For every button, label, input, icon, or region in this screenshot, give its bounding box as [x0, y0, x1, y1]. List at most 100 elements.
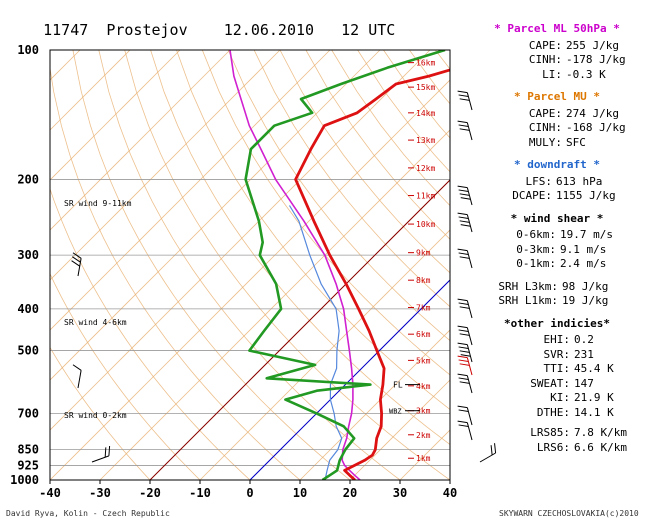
isotherm-line: [50, 50, 131, 131]
sr-barb-9-11km: [71, 252, 82, 277]
x-tick-label: -30: [89, 486, 111, 500]
panel-value: 19.7 m/s: [560, 228, 613, 241]
panel-value: 0.2: [574, 333, 594, 346]
height-label: 9km: [416, 249, 431, 258]
wetbulb-line: [288, 205, 343, 480]
wbz-label: WBZ: [389, 408, 402, 416]
station-name: Prostejov: [106, 21, 188, 39]
isotherm-line: [50, 50, 181, 181]
wind-barb: [457, 420, 473, 441]
panel-value: -0.3 K: [566, 67, 606, 81]
footer-author: David Ryva, Kolin - Czech Republic: [6, 509, 170, 518]
panel-value: -178 J/kg: [566, 53, 626, 66]
panel-label: LRS6:: [536, 440, 570, 454]
panel-heading: * Parcel ML 50hPa *: [494, 22, 620, 35]
wind-barb: [457, 405, 473, 426]
pressure-label: 1000: [10, 473, 39, 487]
panel-heading: * Parcel MU *: [513, 90, 601, 103]
dry-adiabat: [279, 50, 450, 274]
panel-heading: * downdraft *: [513, 158, 601, 171]
panel-label: SVR:: [543, 347, 571, 361]
dry-adiabat: [176, 50, 450, 410]
dry-adiabat: [201, 50, 450, 376]
panel-label: MULY:: [528, 135, 562, 149]
x-tick-label: 10: [293, 486, 307, 500]
wind-barb: [457, 90, 473, 111]
pressure-label: 200: [17, 172, 39, 186]
x-tick-label: 40: [443, 486, 457, 500]
x-tick-label: 0: [246, 486, 253, 500]
panel-label: 0-1km:: [516, 257, 556, 270]
x-tick-label: -40: [39, 486, 61, 500]
panel-value: 19 J/kg: [562, 294, 609, 307]
height-label: 13km: [416, 136, 435, 145]
pressure-label: 700: [17, 406, 39, 420]
isotherm-line: [99, 129, 450, 480]
isotherm-line: [50, 50, 231, 231]
height-label: 7km: [416, 303, 431, 312]
panel-label: EHI:: [543, 333, 571, 346]
panel-value: 14.1 K: [574, 405, 614, 419]
height-label: 8km: [416, 276, 431, 285]
x-tick-label: -20: [139, 486, 161, 500]
panel-label: LFS:: [525, 174, 553, 188]
isotherm-line: [349, 379, 450, 480]
panel-value: 45.4 K: [574, 362, 614, 375]
isotherm-line: [299, 329, 450, 480]
isotherm-line: [50, 50, 331, 331]
isotherm-line: [50, 50, 381, 381]
isotherm-minus20: [149, 179, 450, 480]
pressure-label: 500: [17, 344, 39, 358]
sounding-time: 12 UTC: [341, 21, 396, 39]
isotherm-line: [199, 229, 450, 480]
panel-label: SRH L3km:: [498, 279, 558, 293]
height-label: 11km: [416, 192, 435, 201]
sounding-date: 12.06.2010: [223, 21, 315, 39]
wind-barb: [457, 373, 473, 394]
panel-value: 9.1 m/s: [560, 242, 607, 256]
panel-value: 1155 J/kg: [556, 189, 616, 202]
height-label: 2km: [416, 431, 431, 440]
panel-value: 147: [574, 376, 594, 390]
panel-label: SRH L1km:: [498, 294, 558, 307]
sr-wind-label: SR wind 0-2km: [64, 411, 127, 420]
sr-barb-4-6km: [72, 364, 82, 389]
panel-value: 2.4 m/s: [560, 257, 607, 270]
dry-adiabat: [150, 50, 450, 446]
pressure-label: 100: [17, 43, 39, 57]
x-tick-label: 30: [393, 486, 407, 500]
plot-area: [50, 50, 450, 480]
panel-value: 21.9 K: [574, 391, 614, 404]
height-label: 4km: [416, 382, 431, 391]
wind-barb: [457, 185, 473, 206]
wind-barb: [457, 248, 473, 269]
wind-barb-surface: [479, 443, 497, 463]
height-label: 10km: [416, 220, 435, 229]
panel-heading: *other indicies*: [504, 316, 610, 330]
panel-label: CAPE:: [528, 38, 562, 52]
dry-adiabat: [253, 50, 450, 308]
parcel-line: [229, 50, 361, 480]
isotherm-line: [50, 50, 431, 431]
pressure-label: 400: [17, 302, 39, 316]
panel-label: CAPE:: [528, 106, 562, 120]
wind-barb: [457, 212, 473, 233]
panel-label: SWEAT:: [530, 376, 570, 390]
station-id: 11747: [43, 21, 89, 39]
height-label: 16km: [416, 59, 435, 68]
isotherm-line: [50, 50, 281, 281]
panel-label: LRS85:: [530, 426, 570, 439]
chart-header: 11747 Prostejov 12.06.2010 12 UTC: [7, 3, 395, 57]
panel-label: LI:: [542, 67, 562, 81]
panel-value: SFC: [566, 135, 586, 149]
panel-value: 98 J/kg: [562, 279, 609, 293]
pressure-label: 925: [17, 458, 39, 472]
panel-label: CINH:: [528, 53, 562, 66]
panel-label: 0-3km:: [516, 242, 556, 256]
height-label: 14km: [416, 109, 435, 118]
wind-barb: [457, 298, 473, 319]
panel-label: DCAPE:: [512, 189, 552, 202]
dewpoint-line: [244, 50, 446, 480]
